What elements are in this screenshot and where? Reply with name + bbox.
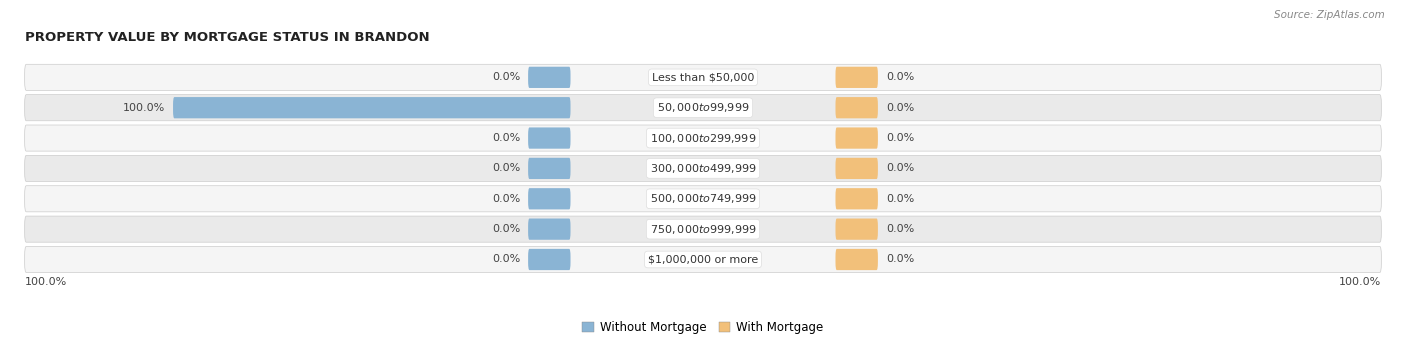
Text: 0.0%: 0.0% xyxy=(492,163,520,174)
Text: $300,000 to $499,999: $300,000 to $499,999 xyxy=(650,162,756,175)
Text: 0.0%: 0.0% xyxy=(886,103,914,113)
FancyBboxPatch shape xyxy=(529,188,571,209)
Legend: Without Mortgage, With Mortgage: Without Mortgage, With Mortgage xyxy=(578,316,828,339)
Text: 0.0%: 0.0% xyxy=(492,254,520,265)
Text: 100.0%: 100.0% xyxy=(25,277,67,287)
Text: $1,000,000 or more: $1,000,000 or more xyxy=(648,254,758,265)
Text: 0.0%: 0.0% xyxy=(886,194,914,204)
Text: 0.0%: 0.0% xyxy=(492,72,520,82)
FancyBboxPatch shape xyxy=(835,249,877,270)
Text: 100.0%: 100.0% xyxy=(122,103,165,113)
FancyBboxPatch shape xyxy=(529,128,571,149)
Text: 0.0%: 0.0% xyxy=(492,133,520,143)
FancyBboxPatch shape xyxy=(25,186,1381,212)
Text: 0.0%: 0.0% xyxy=(492,224,520,234)
FancyBboxPatch shape xyxy=(835,128,877,149)
FancyBboxPatch shape xyxy=(835,188,877,209)
FancyBboxPatch shape xyxy=(25,95,1381,121)
Text: 0.0%: 0.0% xyxy=(886,163,914,174)
Text: 0.0%: 0.0% xyxy=(886,72,914,82)
FancyBboxPatch shape xyxy=(529,158,571,179)
FancyBboxPatch shape xyxy=(25,64,1381,90)
FancyBboxPatch shape xyxy=(529,67,571,88)
FancyBboxPatch shape xyxy=(835,158,877,179)
Text: 0.0%: 0.0% xyxy=(886,224,914,234)
FancyBboxPatch shape xyxy=(529,219,571,240)
FancyBboxPatch shape xyxy=(25,125,1381,151)
FancyBboxPatch shape xyxy=(173,97,571,118)
FancyBboxPatch shape xyxy=(25,155,1381,181)
Text: Source: ZipAtlas.com: Source: ZipAtlas.com xyxy=(1274,10,1385,20)
Text: PROPERTY VALUE BY MORTGAGE STATUS IN BRANDON: PROPERTY VALUE BY MORTGAGE STATUS IN BRA… xyxy=(25,31,429,44)
Text: $500,000 to $749,999: $500,000 to $749,999 xyxy=(650,192,756,205)
Text: $100,000 to $299,999: $100,000 to $299,999 xyxy=(650,132,756,145)
FancyBboxPatch shape xyxy=(835,97,877,118)
Text: $50,000 to $99,999: $50,000 to $99,999 xyxy=(657,101,749,114)
FancyBboxPatch shape xyxy=(25,216,1381,242)
FancyBboxPatch shape xyxy=(835,219,877,240)
Text: 100.0%: 100.0% xyxy=(1339,277,1381,287)
FancyBboxPatch shape xyxy=(529,249,571,270)
Text: 0.0%: 0.0% xyxy=(886,133,914,143)
Text: 0.0%: 0.0% xyxy=(886,254,914,265)
FancyBboxPatch shape xyxy=(25,247,1381,272)
Text: Less than $50,000: Less than $50,000 xyxy=(652,72,754,82)
FancyBboxPatch shape xyxy=(835,67,877,88)
Text: $750,000 to $999,999: $750,000 to $999,999 xyxy=(650,223,756,236)
Text: 0.0%: 0.0% xyxy=(492,194,520,204)
